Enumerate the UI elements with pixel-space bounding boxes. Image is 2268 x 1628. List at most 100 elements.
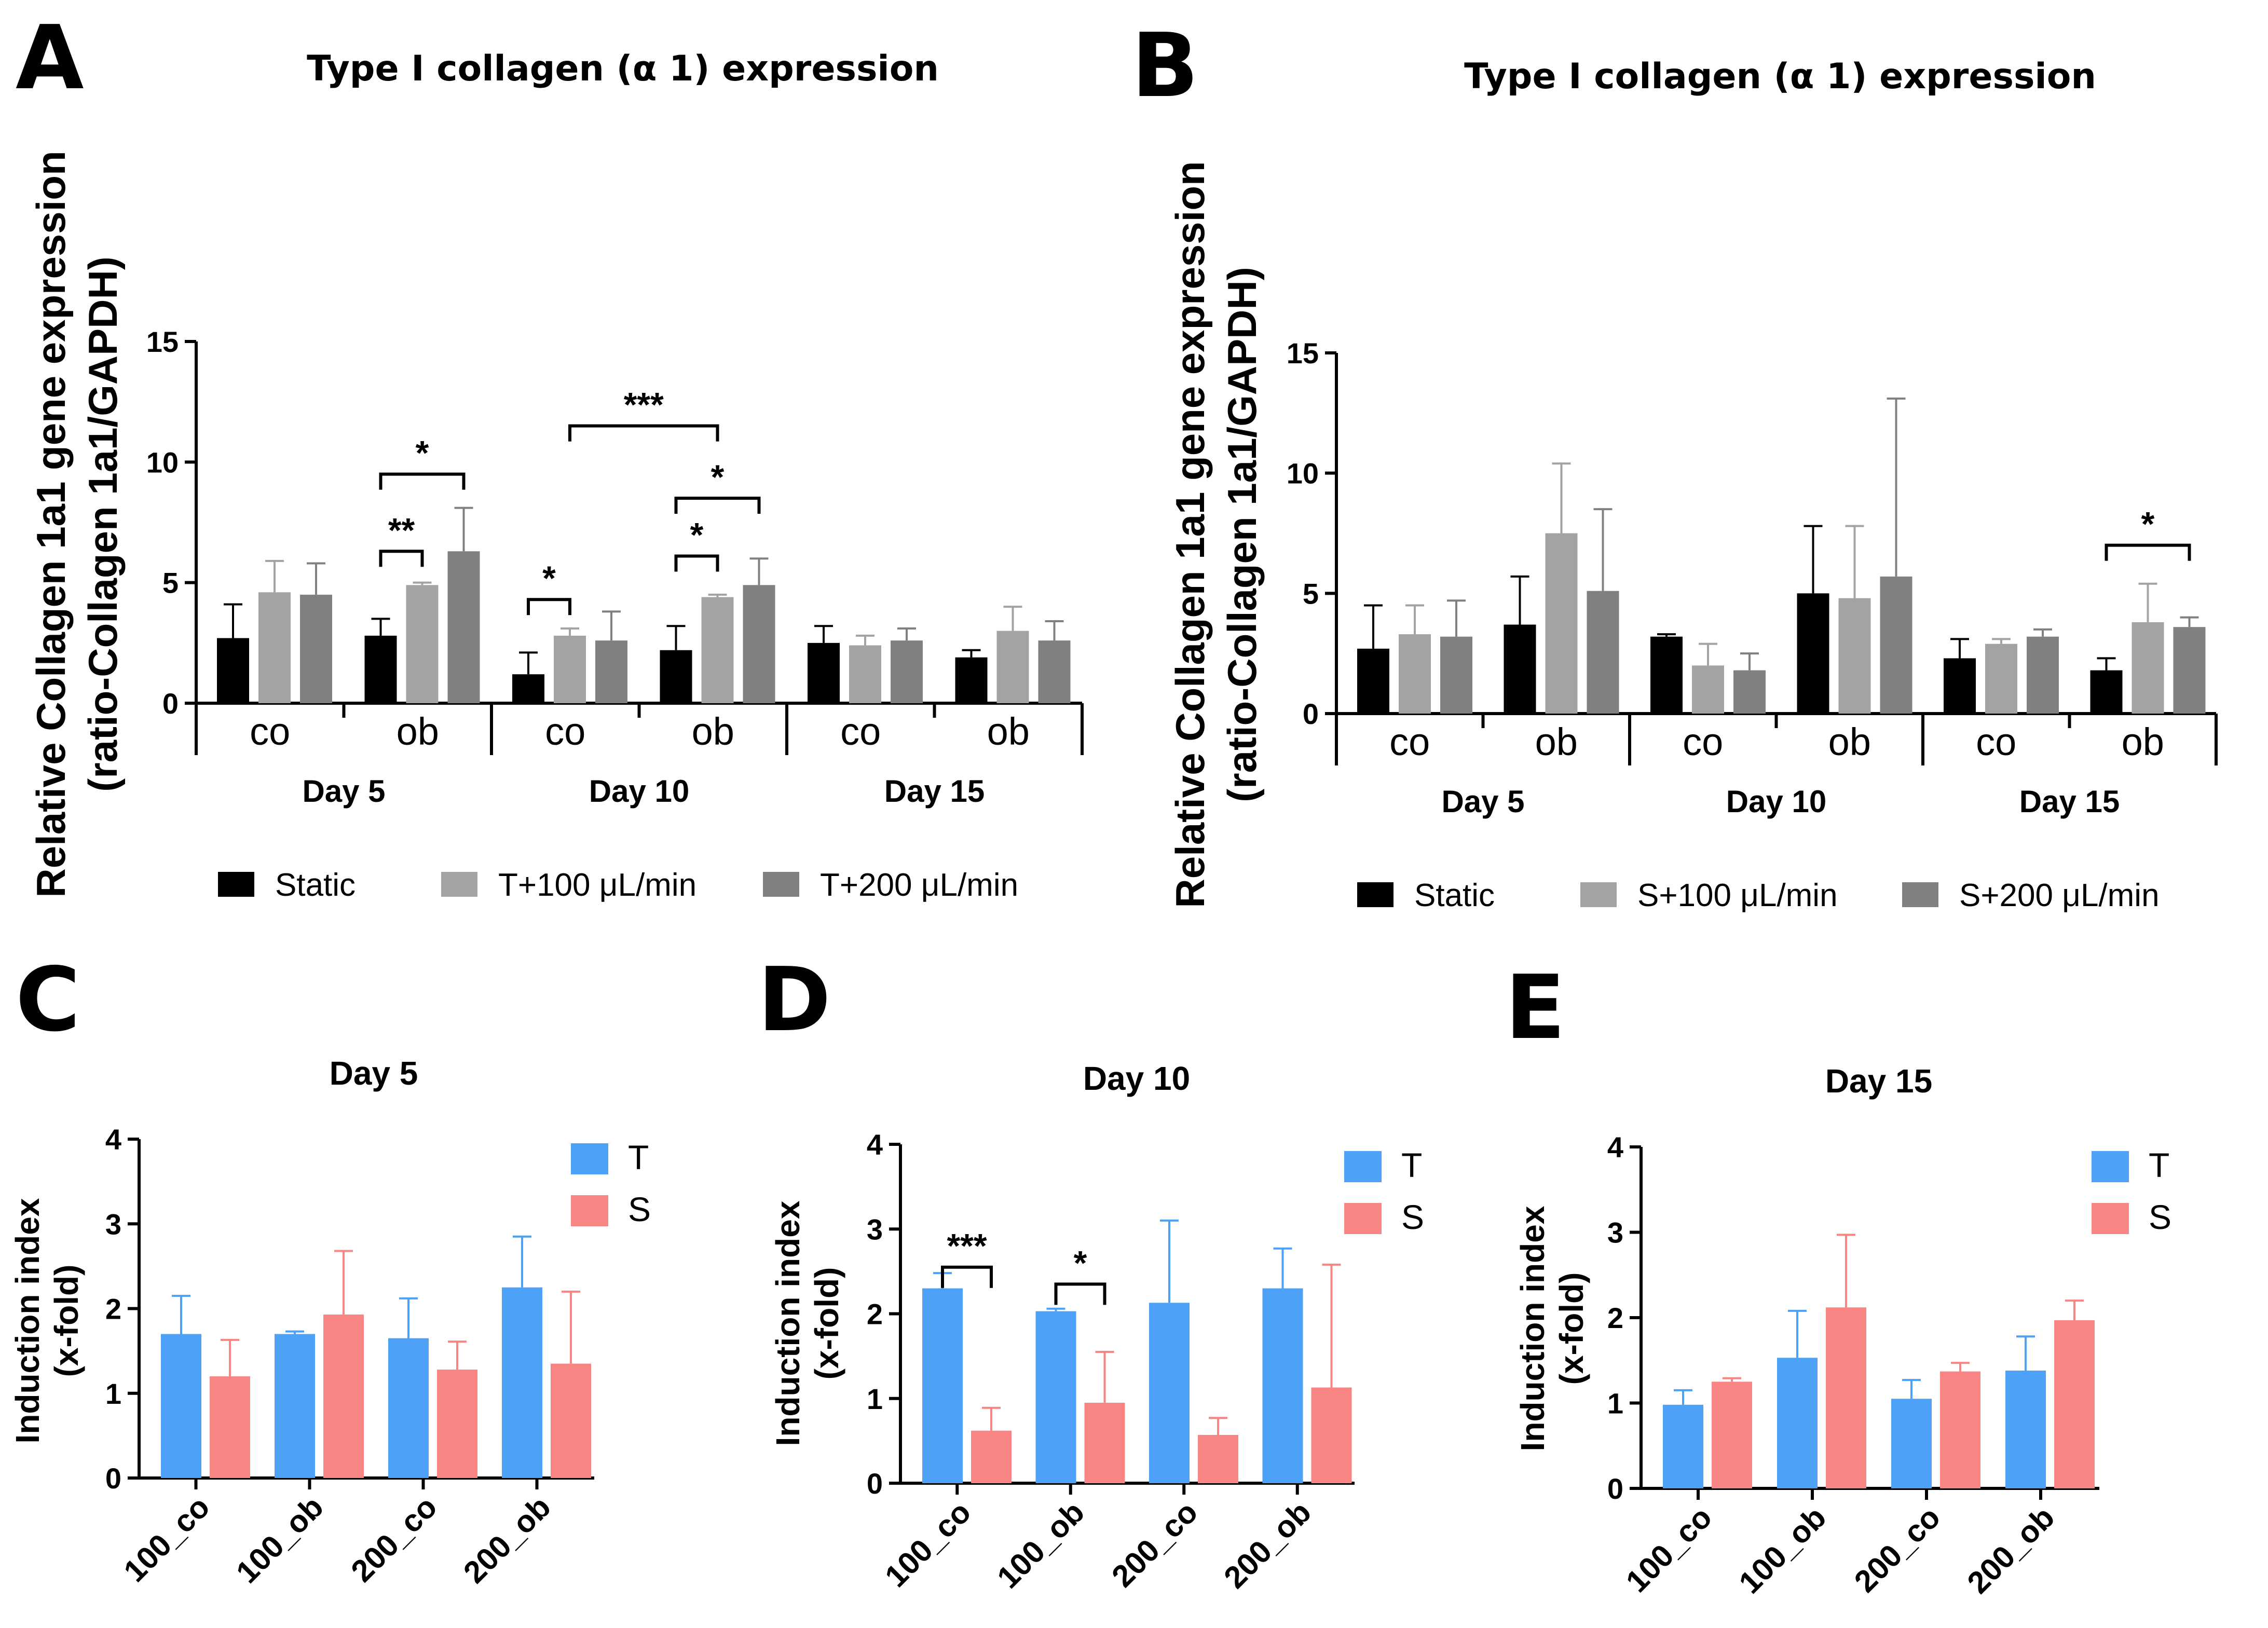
legend-swatch: [218, 872, 254, 897]
x-category-label: 200_ob: [1961, 1500, 2061, 1600]
legend-label: S: [628, 1190, 651, 1228]
legend-swatch: [763, 872, 799, 897]
bar-s: [1311, 1387, 1352, 1483]
legend-label: S: [2149, 1198, 2171, 1236]
bar-t-100-l-min: [554, 635, 586, 703]
bar-s: [1826, 1307, 1866, 1488]
y-tick-label: 4: [1607, 1131, 1623, 1164]
legend-label: T+200 μL/min: [820, 867, 1018, 903]
legend-swatch: [2092, 1151, 2129, 1182]
y-tick-label: 4: [105, 1123, 121, 1156]
bar-t: [502, 1287, 542, 1478]
significance-bracket: [2105, 543, 2191, 561]
x-category-label: 200_ob: [457, 1489, 557, 1590]
y-tick-label: 0: [1607, 1472, 1623, 1505]
significance-label: *: [542, 559, 556, 597]
panel-e-ylabel-line1: Induction index: [1514, 1206, 1551, 1451]
y-tick-label: 2: [867, 1298, 883, 1331]
bar-s: [551, 1363, 591, 1478]
x-category-label: ob: [987, 710, 1030, 753]
x-category-label: 200_co: [1848, 1500, 1947, 1599]
significance-bracket: [941, 1265, 993, 1288]
bar-static: [1504, 624, 1536, 714]
bar-static: [512, 674, 544, 703]
x-category-label: co: [1683, 720, 1723, 763]
bar-s: [2054, 1320, 2095, 1488]
bar-t: [1891, 1399, 1932, 1488]
legend-swatch: [1344, 1203, 1382, 1234]
bar-static: [1357, 648, 1389, 714]
bar-s: [971, 1430, 1012, 1483]
y-tick-label: 15: [146, 325, 179, 358]
significance-bracket: [674, 497, 761, 514]
significance-label: *: [2141, 505, 2155, 543]
x-category-label: 100_co: [878, 1495, 977, 1594]
bar-t: [1777, 1358, 1818, 1488]
bar-s-100-l-min: [1838, 598, 1871, 714]
bar-s-100-l-min: [1399, 634, 1431, 714]
panel-a-ylabel-line2: (ratio-Collagen 1a1/GAPDH): [80, 256, 126, 791]
panel-d-ylabel-line2: (x-fold): [808, 1267, 845, 1380]
significance-label: ***: [624, 386, 664, 424]
bar-s-200-l-min: [1587, 591, 1619, 714]
panel-b-title: Type I collagen (α 1) expression: [1464, 56, 2096, 97]
bar-static: [364, 635, 397, 703]
y-tick-label: 0: [1303, 697, 1319, 730]
bar-t-200-l-min: [743, 585, 775, 703]
bar-t-200-l-min: [447, 551, 480, 703]
bar-s-200-l-min: [2173, 627, 2206, 714]
panel-b-ylabel-line2: (ratio-Collagen 1a1/GAPDH): [1219, 267, 1265, 802]
bar-s-100-l-min: [1692, 665, 1724, 714]
legend-label: T+100 μL/min: [498, 867, 696, 903]
legend-label: Static: [275, 867, 356, 903]
x-group-label: Day 5: [1441, 784, 1524, 819]
bar-t: [922, 1288, 963, 1483]
y-tick-label: 5: [162, 567, 179, 599]
significance-bracket: [1054, 1282, 1106, 1305]
x-category-label: 100_ob: [1732, 1500, 1833, 1600]
x-category-label: 100_co: [1619, 1500, 1718, 1599]
y-tick-label: 3: [105, 1208, 121, 1240]
x-group-label: Day 15: [2019, 784, 2120, 819]
bar-t-100-l-min: [996, 631, 1029, 703]
x-category-label: 200_co: [1105, 1495, 1204, 1594]
bar-s: [437, 1370, 477, 1478]
bar-s-200-l-min: [1880, 576, 1912, 714]
bar-s: [1198, 1434, 1238, 1483]
bar-static: [1797, 593, 1829, 714]
bar-static: [217, 638, 249, 703]
x-group-label: Day 15: [884, 774, 985, 809]
bar-t: [1663, 1404, 1703, 1488]
y-tick-label: 3: [1607, 1216, 1623, 1249]
x-category-label: 100_ob: [990, 1495, 1091, 1595]
bar-t-100-l-min: [406, 585, 439, 703]
x-category-label: ob: [397, 710, 439, 753]
y-tick-label: 10: [1287, 457, 1319, 490]
y-tick-label: 2: [105, 1293, 121, 1325]
chart-c: 0 1 2 3 4 100_co 100_ob 200_co 200_ob TS: [105, 1123, 651, 1590]
bar-s-200-l-min: [2027, 636, 2059, 714]
x-group-label: Day 5: [302, 774, 385, 809]
legend-label: T: [2149, 1146, 2169, 1184]
x-group-label: Day 10: [1726, 784, 1826, 819]
significance-bracket: [379, 472, 466, 490]
bar-t-200-l-min: [891, 640, 923, 703]
bar-t: [388, 1338, 429, 1478]
x-category-label: co: [250, 710, 290, 753]
bar-static: [955, 657, 988, 703]
panel-a-ylabel-line1: Relative Collagen 1a1 gene expression: [28, 151, 74, 897]
legend-swatch: [571, 1195, 608, 1226]
x-category-label: 200_ob: [1217, 1495, 1318, 1595]
bar-t-200-l-min: [300, 594, 332, 703]
panel-a-title: Type I collagen (α 1) expression: [307, 48, 939, 89]
legend-swatch: [441, 872, 477, 897]
bar-s: [323, 1314, 364, 1478]
bar-s: [210, 1376, 250, 1478]
bar-s: [1084, 1402, 1125, 1483]
legend-swatch: [1580, 882, 1617, 907]
y-tick-label: 4: [867, 1128, 883, 1161]
legend-swatch: [1357, 882, 1393, 907]
legend-label: S+100 μL/min: [1637, 878, 1838, 913]
y-tick-label: 0: [867, 1467, 883, 1500]
